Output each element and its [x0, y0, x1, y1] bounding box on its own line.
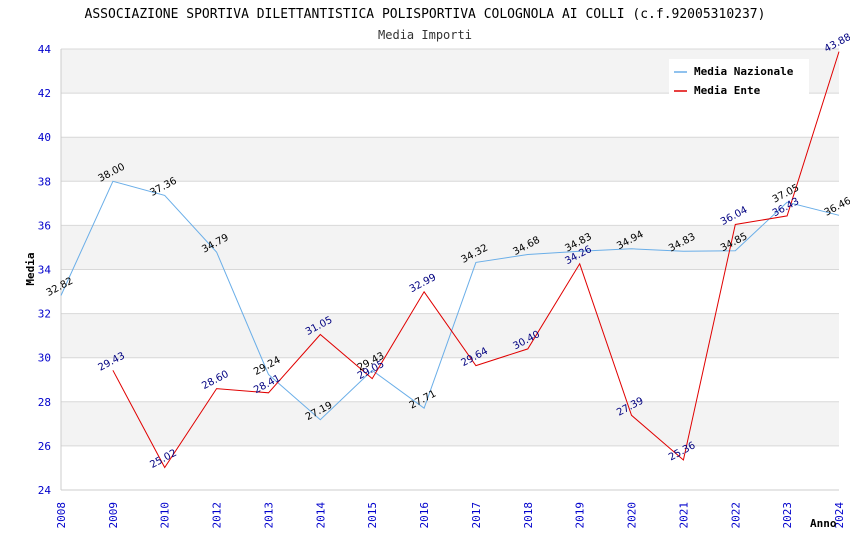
legend-box [669, 59, 809, 96]
x-tick-label: 2010 [159, 502, 172, 529]
x-tick-label: 2012 [211, 502, 224, 529]
y-tick-label: 24 [38, 484, 52, 497]
plot-band [61, 445, 839, 490]
legend: Media Nazionale Media Ente [669, 59, 809, 97]
x-tick-label: 2024 [833, 502, 846, 529]
chart-subtitle: Media Importi [378, 28, 472, 42]
series-lines [60, 51, 840, 469]
y-tick-labels: 24 26 28 30 32 34 36 38 40 42 44 [38, 43, 52, 497]
x-tick-label: 2016 [418, 502, 431, 529]
y-tick-label: 38 [38, 175, 51, 188]
x-tick-label: 2022 [729, 502, 742, 529]
x-tick-label: 2017 [470, 502, 483, 529]
x-tick-label: 2013 [262, 502, 275, 529]
y-tick-label: 36 [38, 219, 51, 232]
y-tick-label: 28 [38, 396, 51, 409]
plot-band [61, 137, 839, 182]
x-tick-label: 2023 [781, 502, 794, 529]
y-tick-label: 40 [38, 131, 51, 144]
y-tick-label: 30 [38, 352, 51, 365]
x-tick-label: 2015 [366, 502, 379, 529]
y-axis-label: Media [24, 252, 37, 285]
legend-label-media-nazionale: Media Nazionale [694, 65, 794, 78]
x-tick-label: 2009 [107, 502, 120, 529]
chart-title: ASSOCIAZIONE SPORTIVA DILETTANTISTICA PO… [85, 7, 766, 22]
x-axis-label: Anno [810, 517, 837, 530]
plot-band [61, 225, 839, 270]
plot-band [61, 269, 839, 314]
x-tick-label: 2008 [55, 502, 68, 529]
x-tick-label: 2019 [574, 502, 587, 529]
plot-band [61, 181, 839, 226]
x-tick-label: 2014 [314, 502, 327, 529]
x-tick-labels: 2008 2009 2010 2012 2013 2014 2015 2016 2017 2018… [55, 502, 846, 529]
plot-band [61, 401, 839, 446]
plot-bands [61, 49, 839, 490]
y-tick-label: 44 [38, 43, 52, 56]
legend-label-media-ente: Media Ente [694, 84, 761, 97]
y-tick-label: 34 [38, 264, 52, 277]
x-tick-label: 2021 [677, 502, 690, 529]
axes [60, 49, 839, 491]
series-line-media-nazionale [60, 180, 840, 421]
x-tick-label: 2018 [522, 502, 535, 529]
series-line-media-ente [112, 51, 840, 469]
y-tick-label: 32 [38, 308, 51, 321]
y-tick-label: 26 [38, 440, 51, 453]
y-tick-label: 42 [38, 87, 51, 100]
plot-band [61, 93, 839, 138]
x-tick-label: 2020 [626, 502, 639, 529]
plot-band [61, 357, 839, 402]
